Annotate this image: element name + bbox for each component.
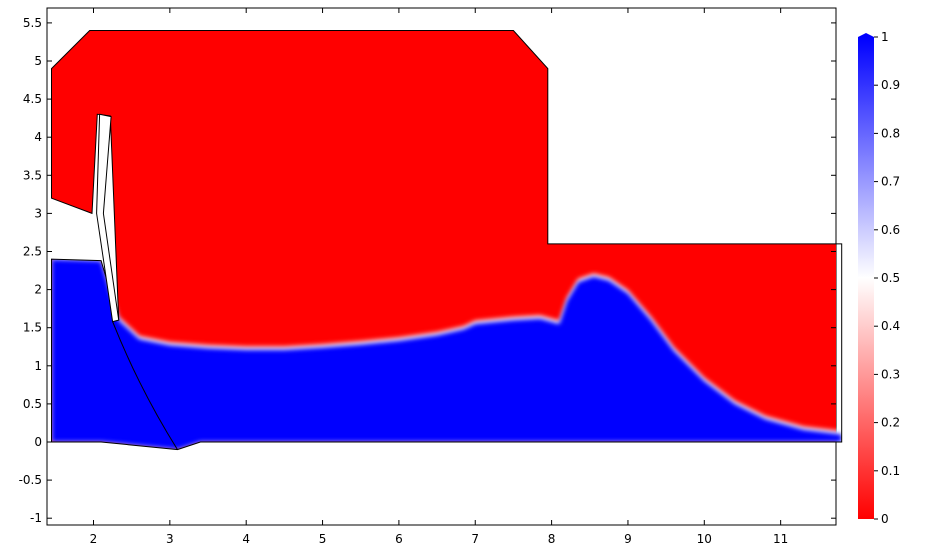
y-axis: -1 -0.5 0 0.5 1 1.5 2 2.5 3 3.5 4 4.5 5 5.5 <box>19 16 836 525</box>
domain-outline <box>51 30 843 451</box>
y-tick-label: 1 <box>34 359 42 373</box>
x-tick-label: 4 <box>242 532 250 546</box>
x-axis: 2 3 4 5 6 7 8 9 10 11 <box>90 8 788 546</box>
x-tick-label: 9 <box>624 532 632 546</box>
colorbar-tick-label: 0.3 <box>881 367 900 381</box>
y-tick-label: -1 <box>30 511 42 525</box>
y-tick-label: 3.5 <box>23 168 42 182</box>
colorbar-max-cap <box>858 33 874 37</box>
y-tick-label: 1.5 <box>23 321 42 335</box>
colorbar-tick-label: 0.5 <box>881 271 900 285</box>
x-tick-label: 7 <box>471 532 479 546</box>
y-tick-label: 5 <box>34 54 42 68</box>
colorbar-tick-label: 0.7 <box>881 175 900 189</box>
x-tick-label: 2 <box>90 532 98 546</box>
x-tick-label: 8 <box>548 532 556 546</box>
colorbar-tick-label: 0.6 <box>881 223 900 237</box>
gate-swing-arc <box>112 321 178 450</box>
colorbar-tick-label: 1 <box>881 30 889 44</box>
x-tick-label: 11 <box>773 532 788 546</box>
y-tick-label: 3 <box>34 206 42 220</box>
colorbar-tick-label: 0 <box>881 512 889 526</box>
y-tick-label: 0 <box>34 435 42 449</box>
water-region <box>51 259 842 450</box>
y-tick-label: 2.5 <box>23 245 42 259</box>
colorbar-axis: 0 0.1 0.2 0.3 0.4 0.5 0.6 0.7 0.8 0.9 1 <box>874 30 900 526</box>
x-tick-label: 3 <box>166 532 174 546</box>
colorbar-tick-label: 0.2 <box>881 416 900 430</box>
colorbar <box>858 37 874 519</box>
y-tick-label: 0.5 <box>23 397 42 411</box>
x-tick-label: 6 <box>395 532 403 546</box>
colorbar-tick-label: 0.9 <box>881 78 900 92</box>
x-tick-label: 5 <box>319 532 327 546</box>
y-tick-label: 2 <box>34 283 42 297</box>
colorbar-tick-label: 0.8 <box>881 126 900 140</box>
y-tick-label: 5.5 <box>23 16 42 30</box>
gate <box>96 113 120 323</box>
colorbar-tick-label: 0.4 <box>881 319 900 333</box>
x-tick-label: 10 <box>697 532 712 546</box>
colorbar-tick-label: 0.1 <box>881 464 900 478</box>
y-tick-label: 4 <box>34 130 42 144</box>
y-tick-label: -0.5 <box>19 473 42 487</box>
y-tick-label: 4.5 <box>23 92 42 106</box>
